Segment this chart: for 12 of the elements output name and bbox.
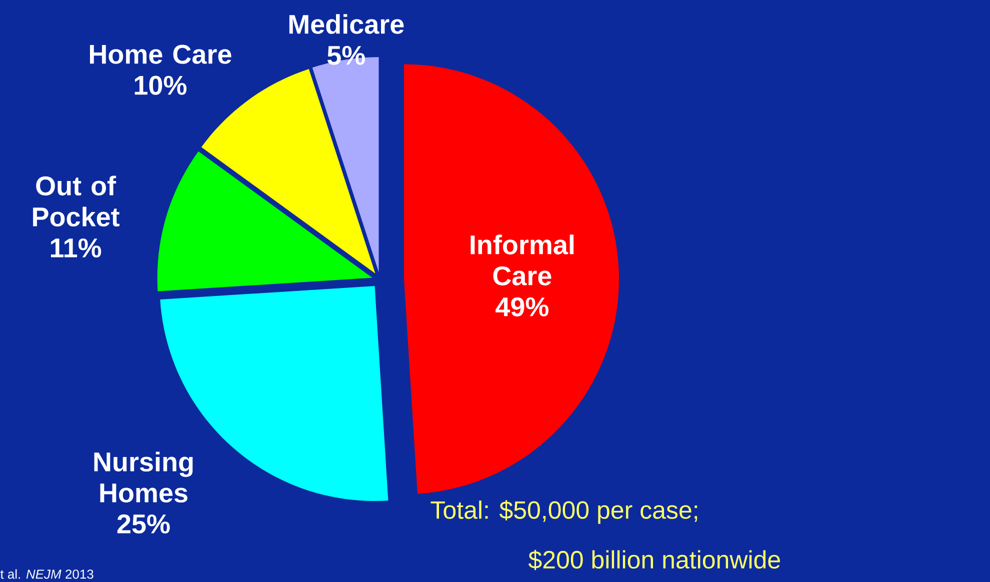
slice-label: Out of Pocket	[33, 176, 120, 227]
text: Total: $50,000 per case;	[430, 500, 698, 524]
data-label: 11%	[50, 238, 102, 258]
slice-label: Nursing Homes	[94, 452, 193, 503]
slice-label: Medicare	[289, 14, 404, 34]
text: $200 billion nationwide	[528, 550, 780, 570]
data-label: 25%	[117, 514, 170, 534]
slice-label: Home Care	[90, 44, 232, 64]
data-label: 10%	[134, 76, 186, 95]
data-label: 49%	[496, 297, 548, 316]
text: t al. NEJM 2013	[0, 569, 94, 579]
slice-label: Informal Care	[470, 234, 574, 286]
